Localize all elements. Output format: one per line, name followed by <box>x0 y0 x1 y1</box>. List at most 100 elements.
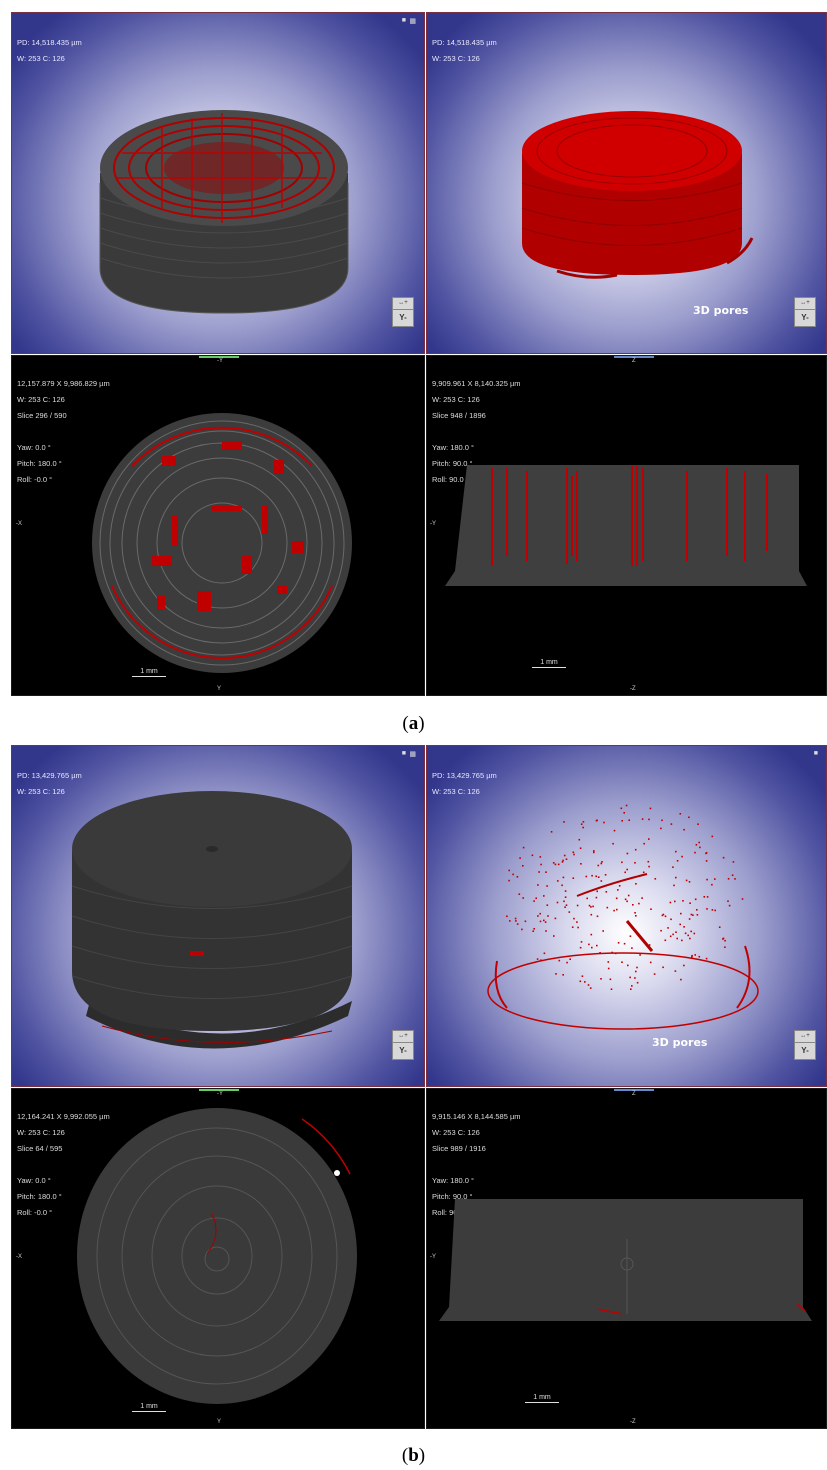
window-level: W: 253 C: 126 <box>432 787 480 796</box>
viewport-info: PD: 13,429.765 µm W: 253 C: 126 <box>17 768 82 800</box>
viewport-3d-volume[interactable]: PD: 14,518.435 µm W: 253 C: 126 ■ ▦ <box>11 12 425 354</box>
viewport-slice-coronal[interactable]: Z 9,909.961 X 8,140.325 µm W: 253 C: 126… <box>426 355 827 696</box>
viewport-info: PD: 14,518.435 µm W: 253 C: 126 <box>432 35 497 67</box>
viewport-slice-coronal[interactable]: Z 9,915.146 X 8,144.585 µm W: 253 C: 126… <box>426 1088 827 1429</box>
roll-value: Roll: 90.0 ° <box>432 1208 469 1217</box>
window-level: W: 253 C: 126 <box>17 54 65 63</box>
axis-label-bottom: Y <box>217 1419 222 1425</box>
pitch-value: Pitch: 90.0 ° <box>432 1192 473 1201</box>
slice-info: 9,909.961 X 8,140.325 µm W: 253 C: 126 S… <box>432 376 521 488</box>
pores-render <box>521 111 754 279</box>
slice-image <box>439 1199 812 1321</box>
rotate-button[interactable]: ↔+ <box>795 298 815 310</box>
slice-dimensions: 9,909.961 X 8,140.325 µm <box>432 379 521 388</box>
axis-indicator <box>614 356 654 358</box>
figure-panel-a: PD: 14,518.435 µm W: 253 C: 126 ■ ▦ <box>11 12 827 696</box>
window-level: W: 253 C: 126 <box>432 395 480 404</box>
scale-bar <box>532 667 566 668</box>
roll-value: Roll: -0.0 ° <box>17 475 53 484</box>
slice-image <box>77 1108 357 1404</box>
window-level: W: 253 C: 126 <box>432 54 480 63</box>
slice-dimensions: 12,157.879 X 9,986.829 µm <box>17 379 110 388</box>
pixel-distance: PD: 13,429.765 µm <box>432 771 497 780</box>
yaw-value: Yaw: 180.0 ° <box>432 1176 475 1185</box>
axis-label-top: Z <box>632 358 636 364</box>
pores-render <box>487 804 759 1030</box>
view-orientation-control[interactable]: ↔+ Y- <box>392 297 414 327</box>
figure-panel-b: PD: 13,429.765 µm W: 253 C: 126 ■ ▦ ↔+ Y… <box>11 745 827 1429</box>
viewport-slice-axial[interactable]: -Y 12,164.241 X 9,992.055 µm W: 253 C: 1… <box>11 1088 425 1429</box>
slice-index: Slice 989 / 1916 <box>432 1144 486 1153</box>
scale-label: 1 mm <box>140 668 158 675</box>
roll-value: Roll: -0.0 ° <box>17 1208 53 1217</box>
roll-value: Roll: 90.0 ° <box>432 475 469 484</box>
window-level: W: 253 C: 126 <box>432 1128 480 1137</box>
slice-info: 12,157.879 X 9,986.829 µm W: 253 C: 126 … <box>17 376 110 488</box>
volume-render-cylinder <box>99 110 349 314</box>
pixel-distance: PD: 13,429.765 µm <box>17 771 82 780</box>
axis-label-left: -Y <box>430 521 436 527</box>
scale-bar <box>132 676 166 677</box>
axis-indicator <box>199 356 239 358</box>
viewport-3d-pores[interactable]: PD: 14,518.435 µm W: 253 C: 126 3D pores… <box>426 12 827 354</box>
slice-info: 9,915.146 X 8,144.585 µm W: 253 C: 126 S… <box>432 1109 521 1221</box>
scale-label: 1 mm <box>533 1394 551 1401</box>
axis-indicator <box>199 1089 239 1091</box>
yaw-value: Yaw: 0.0 ° <box>17 443 51 452</box>
axis-y-minus-button[interactable]: Y- <box>399 1046 407 1055</box>
layout-icon[interactable]: ▦ <box>409 751 416 758</box>
rotate-button[interactable]: ↔+ <box>393 298 413 310</box>
slice-image <box>445 465 807 586</box>
slice-dimensions: 12,164.241 X 9,992.055 µm <box>17 1112 110 1121</box>
axis-label-top: Z <box>632 1091 636 1097</box>
slice-dimensions: 9,915.146 X 8,144.585 µm <box>432 1112 521 1121</box>
pitch-value: Pitch: 90.0 ° <box>432 459 473 468</box>
viewport-3d-volume[interactable]: PD: 13,429.765 µm W: 253 C: 126 ■ ▦ ↔+ Y… <box>11 745 425 1087</box>
slice-index: Slice 948 / 1896 <box>432 411 486 420</box>
scale-bar <box>525 1402 559 1403</box>
viewport-3d-pores[interactable]: PD: 13,429.765 µm W: 253 C: 126 ■ 3D por… <box>426 745 827 1087</box>
pitch-value: Pitch: 180.0 ° <box>17 1192 62 1201</box>
window-level: W: 253 C: 126 <box>17 395 65 404</box>
viewport-info: PD: 13,429.765 µm W: 253 C: 126 <box>432 768 497 800</box>
slice-info: 12,164.241 X 9,992.055 µm W: 253 C: 126 … <box>17 1109 110 1221</box>
pores-label: 3D pores <box>652 1036 708 1049</box>
view-orientation-control[interactable]: ↔+ Y- <box>392 1030 414 1060</box>
view-orientation-control[interactable]: ↔+ Y- <box>794 1030 816 1060</box>
caption-a: (a) <box>402 713 425 734</box>
axis-label-left: -X <box>16 521 22 527</box>
camera-icon[interactable]: ■ <box>813 750 818 757</box>
axis-label-bottom: -Z <box>630 1419 636 1425</box>
pores-label: 3D pores <box>693 304 749 317</box>
rotate-button[interactable]: ↔+ <box>795 1031 815 1043</box>
pitch-value: Pitch: 180.0 ° <box>17 459 62 468</box>
rotate-button[interactable]: ↔+ <box>393 1031 413 1043</box>
yaw-value: Yaw: 180.0 ° <box>432 443 475 452</box>
window-level: W: 253 C: 126 <box>17 1128 65 1137</box>
axis-label-top: -Y <box>217 358 223 364</box>
view-orientation-control[interactable]: ↔+ Y- <box>794 297 816 327</box>
slice-index: Slice 296 / 590 <box>17 411 67 420</box>
volume-render-cylinder <box>71 791 353 1049</box>
axis-y-minus-button[interactable]: Y- <box>399 313 407 322</box>
slice-image <box>92 413 352 673</box>
axis-label-left: -Y <box>430 1254 436 1260</box>
axis-indicator <box>614 1089 654 1091</box>
scale-label: 1 mm <box>540 659 558 666</box>
camera-icon[interactable]: ■ <box>401 750 406 757</box>
axis-y-minus-button[interactable]: Y- <box>801 1046 809 1055</box>
scale-label: 1 mm <box>140 1403 158 1410</box>
caption-b: (b) <box>401 1445 426 1466</box>
axis-label-left: -X <box>16 1254 22 1260</box>
axis-y-minus-button[interactable]: Y- <box>801 313 809 322</box>
axis-label-bottom: -Z <box>630 686 636 692</box>
pixel-distance: PD: 14,518.435 µm <box>17 38 82 47</box>
axis-label-bottom: Y <box>217 686 222 692</box>
viewport-slice-axial[interactable]: -Y 12,157.879 X 9,986.829 µm W: 253 C: 1… <box>11 355 425 696</box>
viewport-info: PD: 14,518.435 µm W: 253 C: 126 <box>17 35 82 67</box>
axis-label-top: -Y <box>217 1091 223 1097</box>
slice-index: Slice 64 / 595 <box>17 1144 63 1153</box>
layout-icon[interactable]: ▦ <box>409 18 416 25</box>
camera-icon[interactable]: ■ <box>401 17 406 24</box>
window-level: W: 253 C: 126 <box>17 787 65 796</box>
